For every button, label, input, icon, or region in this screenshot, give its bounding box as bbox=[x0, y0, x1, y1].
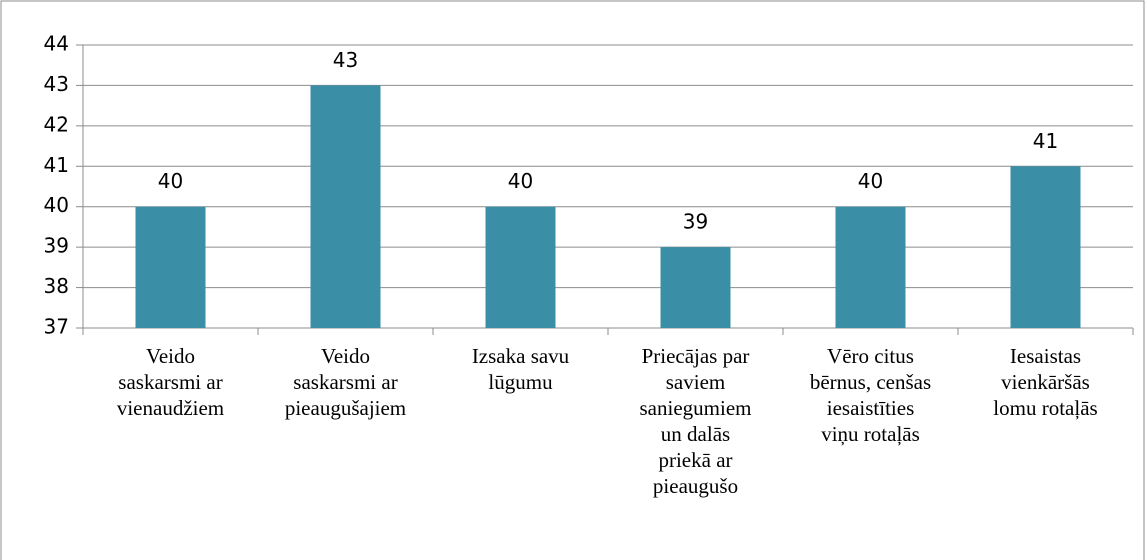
x-tick-label: Iesaistas vienkāršās lomu rotaļās bbox=[993, 344, 1098, 420]
bar bbox=[485, 206, 556, 328]
bar bbox=[835, 206, 906, 328]
data-label: 40 bbox=[508, 169, 533, 193]
bar bbox=[1010, 166, 1081, 328]
bar bbox=[310, 85, 381, 328]
data-label: 40 bbox=[858, 169, 883, 193]
y-tick-label: 42 bbox=[44, 112, 69, 136]
bar bbox=[135, 206, 206, 328]
x-tick-label: Priecājas par saviem saniegumiem un dalā… bbox=[639, 344, 752, 498]
y-tick-label: 44 bbox=[44, 32, 69, 56]
bar bbox=[660, 247, 731, 328]
y-tick-label: 37 bbox=[44, 315, 69, 339]
y-tick-label: 41 bbox=[44, 153, 69, 177]
data-label: 43 bbox=[333, 48, 358, 72]
x-tick-label: Izsaka savu lūgumu bbox=[471, 344, 570, 394]
data-label: 41 bbox=[1033, 129, 1058, 153]
y-tick-label: 43 bbox=[44, 72, 69, 96]
data-label: 39 bbox=[683, 210, 708, 234]
y-tick-label: 40 bbox=[44, 193, 69, 217]
x-tick-label: Veido saskarsmi ar pieaugušajiem bbox=[284, 344, 407, 420]
y-tick-label: 38 bbox=[44, 274, 69, 298]
x-tick-label: Vēro citus bērnus, cenšas iesaistīties v… bbox=[809, 344, 932, 446]
y-tick-label: 39 bbox=[44, 234, 69, 258]
x-tick-label: Veido saskarsmi ar vienaudžiem bbox=[116, 344, 225, 420]
data-label: 40 bbox=[158, 169, 183, 193]
